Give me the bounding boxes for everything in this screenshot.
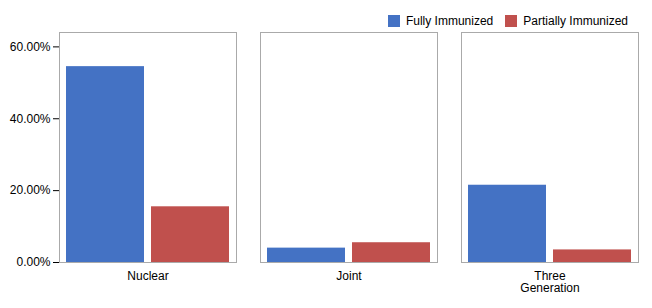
html-text:Fully Immunized: Fully Immunized bbox=[405, 13, 494, 28]
svg-text:60.00%: 60.00% bbox=[10, 40, 51, 54]
html-text:Partially Immunized: Partially Immunized bbox=[523, 13, 628, 28]
svg-text:Joint: Joint bbox=[336, 269, 362, 283]
svg-text:Nuclear: Nuclear bbox=[127, 269, 168, 283]
svg-text:40.00%: 40.00% bbox=[10, 112, 51, 126]
svg-text:0.00%: 0.00% bbox=[16, 255, 50, 269]
svg-text:20.00%: 20.00% bbox=[10, 183, 51, 197]
svg-text:ThreeGeneration: ThreeGeneration bbox=[520, 269, 579, 295]
